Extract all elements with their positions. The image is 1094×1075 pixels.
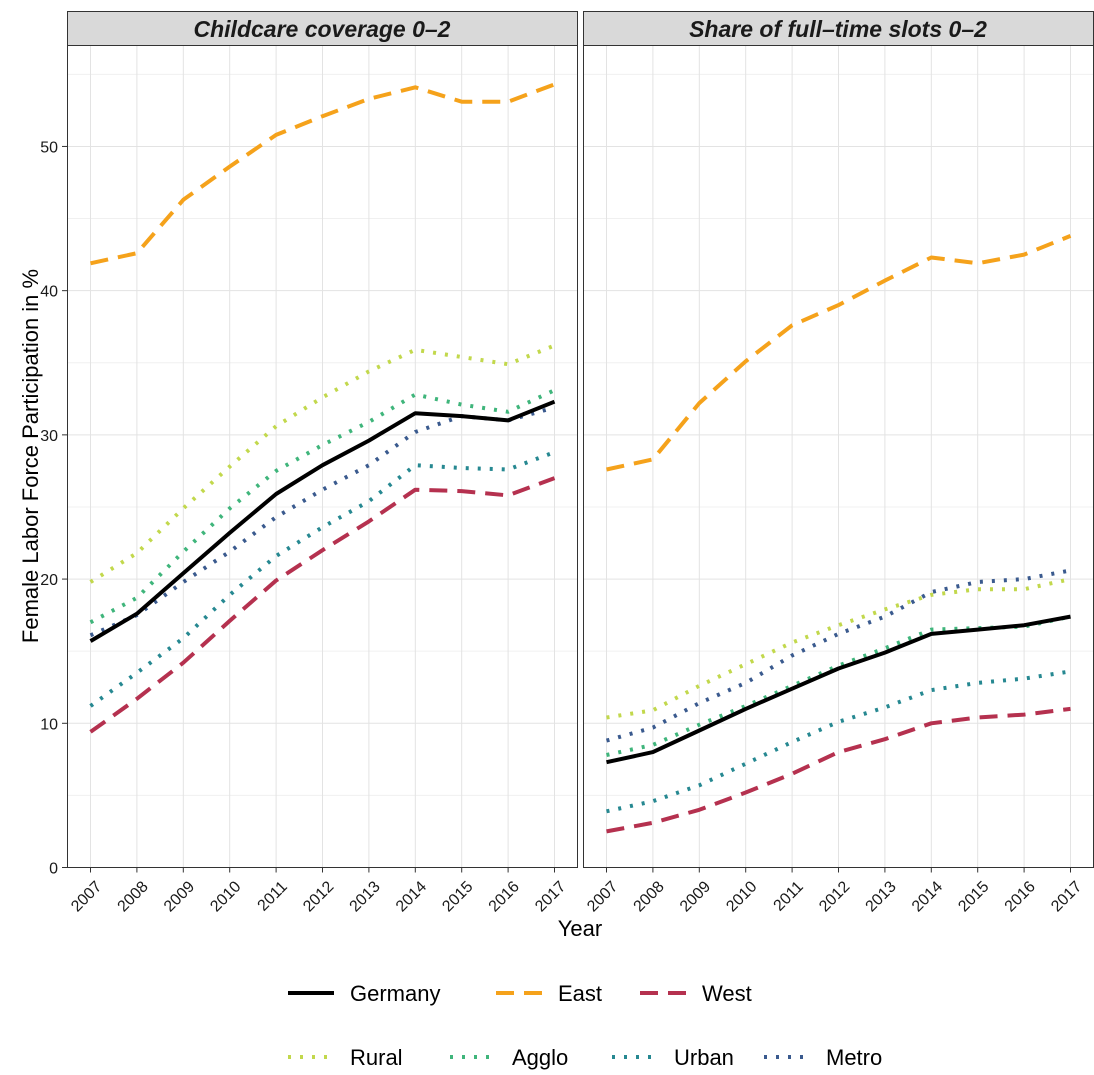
series-line-east (606, 234, 1072, 472)
x-tick-label: 2011 (771, 878, 807, 914)
panel-strip (67, 11, 578, 46)
panel-full-time-slots: Share of full–time slots 0–2 2007 2008 200… (583, 11, 1094, 915)
legend-item-agglo: Agglo (450, 1045, 568, 1070)
x-tick-label: 2010 (723, 878, 760, 915)
x-tick-label: 2013 (347, 878, 384, 915)
x-tick-label: 2015 (955, 878, 992, 915)
panel-series (89, 82, 556, 734)
series-line-rural (89, 343, 556, 584)
y-tick-label: 50 (40, 139, 58, 156)
legend-label: East (558, 981, 602, 1006)
y-axis-title: Female Labor Force Participation in % (18, 269, 43, 643)
y-tick-label: 0 (49, 861, 58, 878)
y-tick-label: 20 (40, 572, 58, 589)
panel-title: Childcare coverage 0–2 (194, 16, 451, 42)
legend-label: Metro (826, 1045, 882, 1070)
x-tick-label: 2007 (68, 878, 105, 915)
legend-item-west: West (640, 981, 752, 1006)
series-line-agglo (89, 388, 556, 625)
x-tick-label: 2017 (532, 878, 569, 915)
series-line-east (90, 82, 556, 266)
legend-label: Rural (350, 1045, 403, 1070)
series-line-west (606, 706, 1071, 834)
x-tick-label: 2008 (115, 878, 152, 915)
series-line-germany (606, 614, 1071, 765)
panel-childcare-coverage: Childcare coverage 0–2 2007 2008 2009 2010 2… (67, 11, 578, 915)
legend-label: Germany (350, 981, 440, 1006)
panel-grid (583, 45, 1094, 868)
panel-x-ticks: 2007 2008 2009 2010 2011 2012 2013 2014 2015 2016… (68, 867, 569, 915)
legend-item-east: East (496, 981, 602, 1006)
legend-item-germany: Germany (288, 981, 440, 1006)
x-tick-label: 2014 (393, 878, 430, 915)
legend-label: Agglo (512, 1045, 568, 1070)
x-tick-label: 2015 (439, 878, 476, 915)
panel-x-ticks: 2007 2008 2009 2010 2011 2012 2013 2014 2015 2016… (584, 867, 1085, 915)
x-tick-label: 2009 (161, 878, 198, 915)
x-tick-label: 2010 (207, 878, 244, 915)
y-tick-label: 40 (40, 284, 58, 301)
y-tick-label: 10 (40, 716, 58, 733)
x-tick-label: 2007 (584, 878, 621, 915)
legend-label: West (702, 981, 752, 1006)
legend-item-rural: Rural (288, 1045, 403, 1070)
legend-item-metro: Metro (764, 1045, 882, 1070)
x-tick-label: 2017 (1048, 878, 1085, 915)
legend-label: Urban (674, 1045, 734, 1070)
panel-strip (583, 11, 1094, 46)
y-axis-ticks: 0 10 20 30 40 50 (40, 139, 68, 878)
x-tick-label: 2016 (486, 878, 523, 915)
series-line-urban (606, 669, 1071, 814)
x-tick-label: 2008 (631, 878, 668, 915)
x-axis-title: Year (558, 916, 602, 941)
x-tick-label: 2013 (863, 878, 900, 915)
legend-item-urban: Urban (612, 1045, 734, 1070)
panel-series (605, 234, 1072, 834)
y-tick-label: 30 (40, 428, 58, 445)
x-tick-label: 2016 (1002, 878, 1039, 915)
panel-title: Share of full–time slots 0–2 (689, 16, 987, 42)
x-tick-label: 2012 (300, 878, 337, 915)
panel-grid (67, 45, 578, 868)
x-tick-label: 2012 (816, 878, 853, 915)
series-line-germany (89, 399, 556, 643)
series-line-west (89, 476, 556, 734)
x-tick-label: 2009 (677, 878, 714, 915)
legend: Germany East West Rural Agglo Urban Metro (288, 981, 882, 1070)
x-tick-label: 2014 (909, 878, 946, 915)
x-tick-label: 2011 (255, 878, 291, 914)
series-line-metro (605, 568, 1071, 743)
